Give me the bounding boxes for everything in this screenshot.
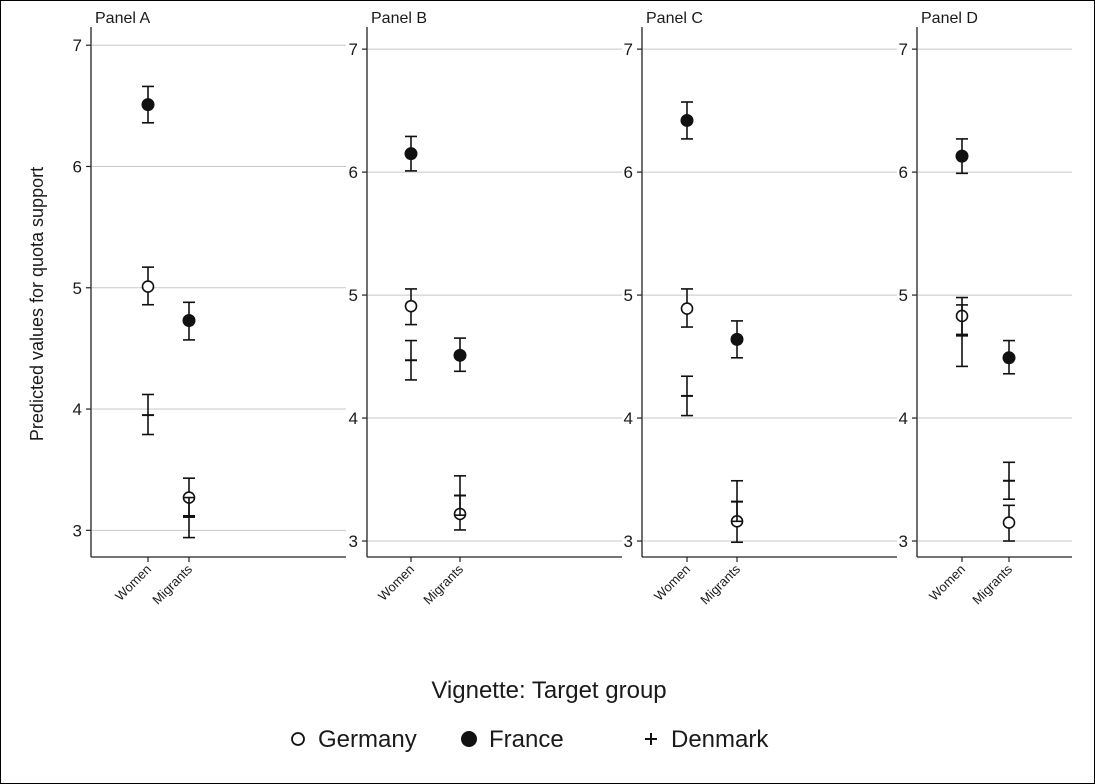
y-tick-label: 7: [899, 40, 908, 59]
y-tick-label: 5: [73, 279, 82, 298]
x-tick-label: Women: [926, 562, 968, 604]
point-france: [404, 147, 418, 161]
y-tick-label: 3: [624, 532, 633, 551]
legend-item-denmark: Denmark: [645, 726, 769, 753]
y-tick-label: 4: [73, 400, 82, 419]
x-axis-label: Vignette: Target group: [431, 677, 666, 704]
point-france: [453, 348, 467, 362]
y-tick-label: 4: [899, 409, 908, 428]
x-tick-label: Migrants: [969, 561, 1015, 607]
point-germany: [404, 299, 418, 313]
y-tick-label: 7: [624, 40, 633, 59]
y-tick-label: 5: [624, 286, 633, 305]
panel-title: Panel D: [921, 10, 978, 27]
legend-marker-filled-circle: [461, 731, 477, 747]
y-tick-label: 3: [899, 532, 908, 551]
x-tick-label: Women: [112, 562, 154, 604]
y-tick-label: 6: [73, 157, 82, 176]
panel-b: Panel B 3 4 5 6 7 Women Migrants: [349, 10, 622, 607]
y-tick-label: 7: [349, 40, 358, 59]
point-france: [141, 98, 155, 112]
point-france: [680, 113, 694, 127]
y-tick-label: 6: [349, 163, 358, 182]
x-tick-label: Migrants: [420, 561, 466, 607]
point-germany: [680, 302, 694, 315]
point-germany: [1002, 516, 1016, 529]
y-tick-label: 4: [349, 409, 358, 428]
legend-item-germany: Germany: [291, 726, 417, 753]
panel-c: Panel C 3 4 5 6 7 Women Migrants: [624, 10, 897, 607]
legend-label: Denmark: [671, 726, 769, 753]
x-tick-label: Migrants: [697, 561, 743, 607]
legend-label: Germany: [318, 726, 417, 753]
y-tick-label: 3: [349, 532, 358, 551]
legend-marker-hollow-circle: [291, 732, 305, 746]
x-tick-label: Women: [651, 562, 693, 604]
point-france: [955, 149, 969, 163]
x-tick-label: Women: [375, 562, 417, 604]
legend-label: France: [489, 726, 564, 753]
panel-title: Panel C: [646, 10, 703, 27]
point-france: [730, 332, 744, 346]
point-france: [1002, 351, 1016, 365]
y-tick-label: 6: [624, 163, 633, 182]
legend: Germany France Denmark: [291, 726, 769, 753]
y-tick-label: 5: [899, 286, 908, 305]
y-tick-label: 3: [73, 521, 82, 540]
y-axis-label: Predicted values for quota support: [27, 167, 47, 441]
panel-title: Panel B: [371, 10, 427, 27]
y-tick-label: 6: [899, 163, 908, 182]
y-tick-label: 4: [624, 409, 633, 428]
y-tick-label: 7: [73, 36, 82, 55]
panel-title: Panel A: [95, 10, 150, 27]
panel-d: Panel D 3 4 5 6 7 Women Migrants: [899, 10, 1072, 607]
point-germany: [141, 280, 155, 293]
x-tick-label: Migrants: [149, 561, 195, 607]
y-tick-label: 5: [349, 286, 358, 305]
legend-item-france: France: [461, 726, 564, 753]
point-france: [182, 314, 196, 328]
